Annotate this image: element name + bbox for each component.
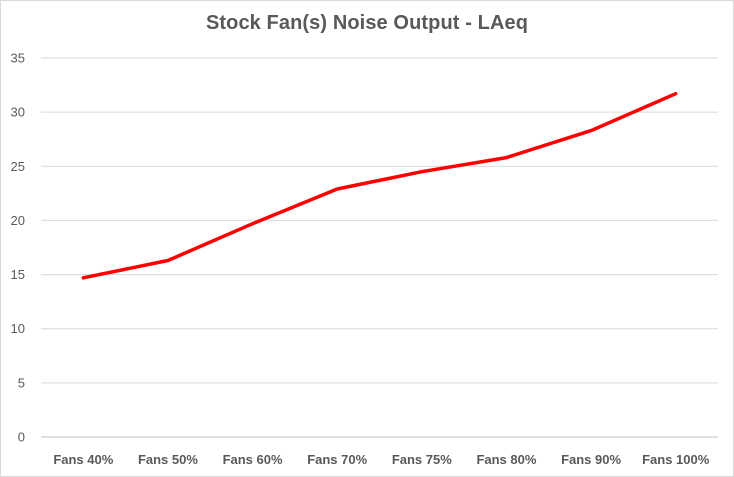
y-tick-label: 5 (18, 375, 25, 390)
x-category-label: Fans 75% (392, 452, 452, 467)
chart-title: Stock Fan(s) Noise Output - LAeq (205, 12, 529, 34)
y-tick-label: 0 (18, 430, 25, 445)
y-axis-tick-labels: 0 5 10 15 20 25 30 35 (11, 51, 25, 445)
y-tick-label: 25 (11, 159, 25, 174)
y-tick-label: 30 (11, 105, 25, 120)
series-line (81, 91, 678, 280)
y-tick-label: 35 (11, 51, 25, 66)
gridlines (41, 57, 718, 438)
y-tick-label: 10 (11, 321, 25, 336)
x-axis-category-labels: Fans 40% Fans 50% Fans 60% Fans 70% Fans 75%… (53, 452, 709, 467)
y-tick-label: 15 (11, 267, 25, 282)
x-category-label: Fans 50% (138, 452, 198, 467)
y-tick-label: 20 (11, 213, 25, 228)
x-category-label: Fans 40% (53, 452, 113, 467)
x-category-label: Fans 70% (307, 452, 367, 467)
x-category-label: Fans 90% (561, 452, 621, 467)
x-category-label: Fans 60% (223, 452, 283, 467)
x-category-label: Fans 100% (642, 452, 710, 467)
series-layer (81, 91, 678, 280)
x-category-label: Fans 80% (476, 452, 536, 467)
